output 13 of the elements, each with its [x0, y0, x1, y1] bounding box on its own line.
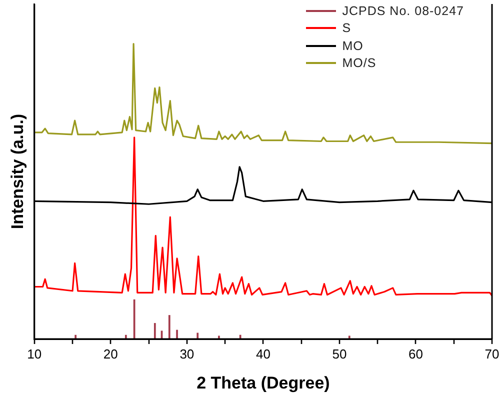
x-tick-label: 70 — [484, 346, 500, 362]
legend-label: MO/S — [342, 56, 376, 70]
x-tick-label: 50 — [332, 346, 347, 362]
legend-label: JCPDS No. 08-0247 — [342, 4, 464, 18]
x-tick-label: 40 — [256, 346, 270, 362]
legend-label: MO — [342, 38, 364, 53]
x-tick-label: 60 — [408, 346, 423, 362]
x-tick-label: 10 — [27, 346, 42, 362]
x-axis-title: 2 Theta (Degree) — [196, 373, 330, 392]
legend-label: S — [342, 21, 352, 36]
y-axis-title: Intensity (a.u.) — [8, 114, 27, 230]
x-tick-label: 30 — [180, 346, 194, 362]
x-tick-label: 20 — [103, 346, 118, 362]
